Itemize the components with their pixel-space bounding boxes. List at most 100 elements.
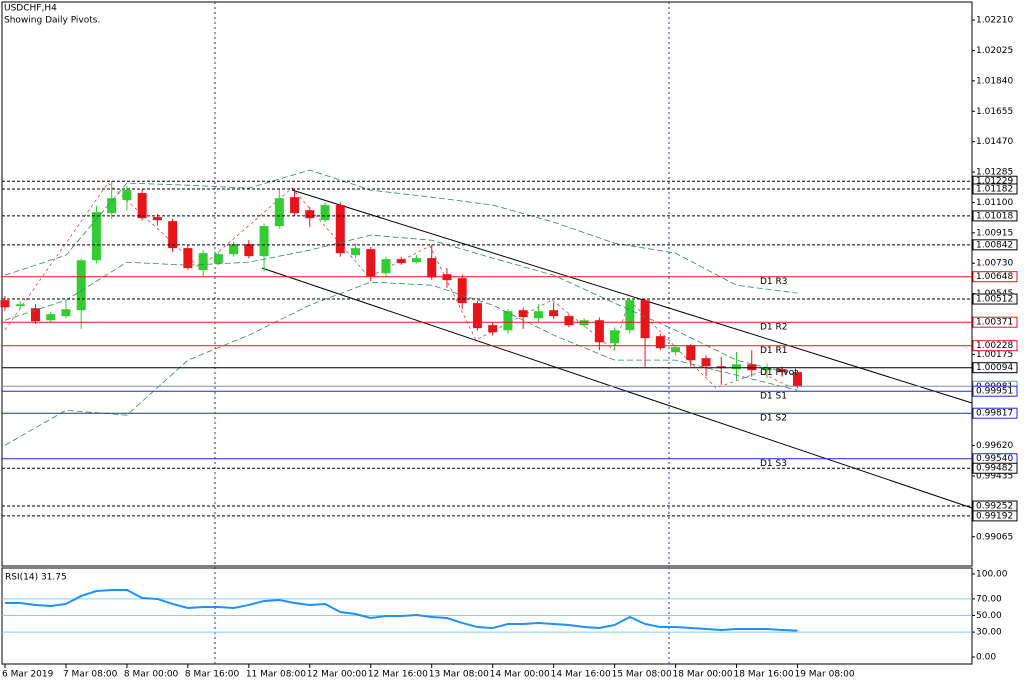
y-tick-label: 1.00915 <box>976 228 1013 238</box>
level-box <box>972 316 1018 328</box>
candle-body <box>213 254 223 264</box>
candle-body <box>366 249 376 277</box>
candle-body <box>503 311 513 331</box>
x-tick-label: 18 Mar 00:00 <box>673 670 733 680</box>
y-tick-label: 1.00175 <box>976 350 1013 360</box>
y-tick-label: 1.02025 <box>976 46 1013 56</box>
candle-body <box>457 278 467 304</box>
candle-body <box>152 217 162 221</box>
candle-body <box>61 309 71 317</box>
level-label: 0.99252 <box>976 502 1013 512</box>
level-box <box>972 462 1018 474</box>
y-tick-label: 1.01285 <box>976 168 1013 178</box>
chart-subtitle: Showing Daily Pivots. <box>4 16 100 26</box>
level-label: 1.00842 <box>976 240 1013 250</box>
candle-body <box>610 330 620 344</box>
level-label: 1.00094 <box>976 363 1013 373</box>
level-box <box>972 385 1018 397</box>
price-panel <box>1 1 973 567</box>
level-box <box>972 271 1018 283</box>
candle-body <box>290 197 300 214</box>
x-tick-label: 6 Mar 2019 <box>2 670 54 680</box>
candle-body <box>655 336 665 349</box>
candle-body <box>122 190 132 201</box>
candle-body <box>198 253 208 271</box>
level-name: D1 R2 <box>760 323 788 333</box>
candle-body <box>640 300 650 339</box>
zigzag <box>4 182 791 389</box>
x-tick-label: 7 Mar 08:00 <box>63 670 118 680</box>
candle-body <box>396 259 406 264</box>
candle-body <box>411 258 421 263</box>
rsi-title: RSI(14) 31.75 <box>5 573 67 583</box>
candle-body <box>549 310 559 317</box>
x-tick-label: 14 Mar 00:00 <box>490 670 550 680</box>
candle-body <box>76 260 86 311</box>
candle-body <box>777 369 787 373</box>
candle-body <box>518 310 528 318</box>
level-name: D1 S3 <box>760 459 787 469</box>
candle-body <box>671 347 681 353</box>
candle-body <box>533 311 543 319</box>
candle-body <box>488 325 498 333</box>
candle-body <box>792 372 802 387</box>
candle-body <box>381 259 391 274</box>
y-tick-label: 1.01840 <box>976 76 1013 86</box>
candle-body <box>229 244 239 255</box>
candle-body <box>472 303 482 329</box>
candle-body <box>259 226 269 257</box>
level-box <box>972 210 1018 222</box>
level-label: 0.99482 <box>976 464 1013 474</box>
x-tick-label: 19 Mar 08:00 <box>794 670 854 680</box>
candle-body <box>168 221 178 249</box>
level-box <box>972 362 1018 374</box>
level-name: D1 S2 <box>760 414 787 424</box>
candle-body <box>335 205 345 254</box>
level-label: 0.99951 <box>976 387 1013 397</box>
candle-body <box>732 364 742 370</box>
candle-body <box>274 198 284 227</box>
x-tick-label: 18 Mar 16:00 <box>734 670 794 680</box>
level-label: 1.00512 <box>976 295 1013 305</box>
chart-title: USDCHF,H4 <box>4 4 57 14</box>
level-box <box>972 407 1018 419</box>
level-name: D1 R3 <box>760 277 788 287</box>
candle-body <box>107 198 117 214</box>
level-box <box>972 293 1018 305</box>
x-tick-label: 15 Mar 08:00 <box>612 670 672 680</box>
y-tick-label: 1.01655 <box>976 107 1013 117</box>
level-label: 1.00371 <box>976 318 1013 328</box>
candle-body <box>91 212 101 261</box>
candle-body <box>244 244 254 257</box>
candle-body <box>427 258 437 278</box>
candle-body <box>0 300 10 308</box>
y-tick-label: 70.00 <box>976 594 1002 604</box>
y-tick-label: 1.01470 <box>976 137 1013 147</box>
y-tick-label: 30.00 <box>976 628 1002 638</box>
y-tick-label: 50.00 <box>976 611 1002 621</box>
candle-body <box>625 300 635 331</box>
y-tick-label: 0.00 <box>976 653 996 663</box>
level-label: 1.01182 <box>976 184 1013 194</box>
x-tick-label: 12 Mar 00:00 <box>307 670 367 680</box>
y-tick-label: 1.01100 <box>976 198 1013 208</box>
level-box <box>972 239 1018 251</box>
candle-body <box>183 248 193 269</box>
level-label: 1.01018 <box>976 211 1013 221</box>
level-box <box>972 340 1018 352</box>
level-label: 0.99192 <box>976 511 1013 521</box>
rsi-line <box>5 589 798 632</box>
y-tick-label: 0.99435 <box>976 471 1013 481</box>
candle-body <box>137 193 147 219</box>
x-tick-label: 8 Mar 00:00 <box>124 670 179 680</box>
candle-body <box>15 304 25 306</box>
level-name: D1 S1 <box>760 392 787 402</box>
x-tick-label: 14 Mar 16:00 <box>551 670 611 680</box>
level-label: 1.00648 <box>976 272 1013 282</box>
band-line <box>4 281 798 446</box>
y-tick-label: 1.02210 <box>976 16 1013 26</box>
level-box <box>972 183 1018 195</box>
candle-body <box>594 320 604 343</box>
candle-body <box>564 316 574 326</box>
